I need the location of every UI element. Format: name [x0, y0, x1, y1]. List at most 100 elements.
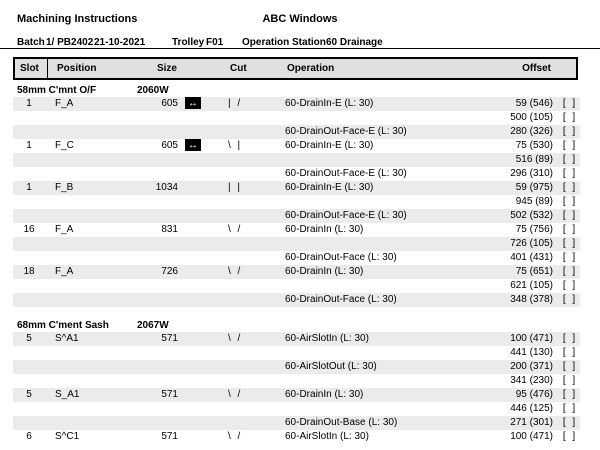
position-cell: S^A1 [55, 333, 79, 344]
slot-cell: 1 [26, 140, 32, 151]
table-row: 516 (89) [ ] [13, 153, 580, 167]
slot-cell: 5 [26, 389, 32, 400]
checkbox-brackets[interactable]: [ ] [562, 294, 576, 305]
checkbox-brackets[interactable]: [ ] [562, 98, 576, 109]
slot-cell: 16 [23, 224, 35, 235]
page-title: Machining Instructions [17, 13, 138, 25]
cut-cell: \ / [228, 266, 242, 277]
table-row: 441 (130) [ ] [13, 346, 580, 360]
table-row: 726 (105) [ ] [13, 237, 580, 251]
table-row: 6 S^C1 571 \ / 60-AirSlotIn (L: 30) 100 (471)… [13, 430, 580, 444]
checkbox-brackets[interactable]: [ ] [562, 168, 576, 179]
position-cell: F_A [55, 98, 74, 109]
checkbox-brackets[interactable]: [ ] [562, 417, 576, 428]
checkbox-brackets[interactable]: [ ] [562, 389, 576, 400]
size-cell: 605 [161, 98, 178, 109]
checkbox-brackets[interactable]: [ ] [562, 196, 576, 207]
offset-cell: 348 (378) [510, 294, 553, 305]
section-name: 58mm C'mnt O/F [17, 85, 97, 96]
cut-cell: \ / [228, 333, 242, 344]
column-header-operation: Operation [287, 63, 335, 74]
slot-column-divider [47, 59, 48, 78]
section-header: 68mm C'ment Sash 2067W [13, 319, 580, 332]
offset-cell: 100 (471) [510, 431, 553, 442]
resize-arrow-icon: ↔ [185, 139, 201, 151]
table-row: 341 (230) [ ] [13, 374, 580, 388]
operation-cell: 60-DrainOut-Face-E (L: 30) [285, 126, 407, 137]
checkbox-brackets[interactable]: [ ] [562, 182, 576, 193]
offset-cell: 441 (130) [510, 347, 553, 358]
checkbox-brackets[interactable]: [ ] [562, 431, 576, 442]
operation-cell: 60-DrainOut-Face (L: 30) [285, 252, 397, 263]
checkbox-brackets[interactable]: [ ] [562, 126, 576, 137]
table-row: 60-AirSlotOut (L: 30) 200 (371) [ ] [13, 360, 580, 374]
table-row: 500 (105) [ ] [13, 111, 580, 125]
checkbox-brackets[interactable]: [ ] [562, 347, 576, 358]
cut-cell: \ / [228, 389, 242, 400]
offset-cell: 341 (230) [510, 375, 553, 386]
checkbox-brackets[interactable]: [ ] [562, 140, 576, 151]
slot-cell: 1 [26, 98, 32, 109]
size-cell: 571 [161, 333, 178, 344]
checkbox-brackets[interactable]: [ ] [562, 210, 576, 221]
size-cell: 571 [161, 389, 178, 400]
resize-arrow-icon: ↔ [185, 97, 201, 109]
table-row: 1 F_C 605 ↔ \ | 60-DrainIn-E (L: 30) 75 (530) [… [13, 139, 580, 153]
checkbox-brackets[interactable]: [ ] [562, 154, 576, 165]
offset-cell: 502 (532) [510, 210, 553, 221]
table-row: 18 F_A 726 \ / 60-DrainIn (L: 30) 75 (651) [ ] [13, 265, 580, 279]
operation-cell: 60-DrainIn-E (L: 30) [285, 140, 374, 151]
section-name: 68mm C'ment Sash [17, 320, 109, 331]
size-cell: 726 [161, 266, 178, 277]
checkbox-brackets[interactable]: [ ] [562, 361, 576, 372]
slot-cell: 18 [23, 266, 35, 277]
slot-cell: 1 [26, 182, 32, 193]
offset-cell: 200 (371) [510, 361, 553, 372]
offset-cell: 59 (546) [515, 98, 553, 109]
size-cell: 831 [161, 224, 178, 235]
slot-cell: 6 [26, 431, 32, 442]
checkbox-brackets[interactable]: [ ] [562, 252, 576, 263]
offset-cell: 726 (105) [510, 238, 553, 249]
column-header-position: Position [57, 63, 97, 74]
offset-cell: 401 (431) [510, 252, 553, 263]
offset-cell: 621 (105) [510, 280, 553, 291]
table-row: 60-DrainOut-Base (L: 30) 271 (301) [ ] [13, 416, 580, 430]
cut-cell: \ | [228, 140, 242, 151]
checkbox-brackets[interactable]: [ ] [562, 403, 576, 414]
offset-cell: 75 (756) [515, 224, 553, 235]
operation-cell: 60-DrainOut-Face-E (L: 30) [285, 168, 407, 179]
offset-cell: 500 (105) [510, 112, 553, 123]
operation-cell: 60-DrainOut-Base (L: 30) [285, 417, 398, 428]
checkbox-brackets[interactable]: [ ] [562, 112, 576, 123]
table-row: 16 F_A 831 \ / 60-DrainIn (L: 30) 75 (756) [ ] [13, 223, 580, 237]
batch-date: 21-10-2021 [94, 37, 146, 48]
checkbox-brackets[interactable]: [ ] [562, 224, 576, 235]
batch-label: Batch [17, 37, 45, 48]
checkbox-brackets[interactable]: [ ] [562, 266, 576, 277]
operation-cell: 60-DrainIn (L: 30) [285, 266, 364, 277]
operation-station-label: Operation Station [242, 37, 326, 48]
table-row: 945 (89) [ ] [13, 195, 580, 209]
operation-cell: 60-DrainOut-Face (L: 30) [285, 294, 397, 305]
operation-cell: 60-AirSlotIn (L: 30) [285, 431, 369, 442]
table-row: 446 (125) [ ] [13, 402, 580, 416]
section-header: 58mm C'mnt O/F 2060W [13, 84, 580, 97]
divider-rule [0, 48, 600, 49]
checkbox-brackets[interactable]: [ ] [562, 375, 576, 386]
operation-cell: 60-DrainIn (L: 30) [285, 389, 364, 400]
checkbox-brackets[interactable]: [ ] [562, 280, 576, 291]
offset-cell: 516 (89) [515, 154, 553, 165]
table-row: 60-DrainOut-Face-E (L: 30) 296 (310) [ ] [13, 167, 580, 181]
column-header-offset: Offset [522, 63, 551, 74]
checkbox-brackets[interactable]: [ ] [562, 333, 576, 344]
column-header-slot: Slot [20, 63, 39, 74]
batch-value: 1/ PB2402 [46, 37, 94, 48]
column-header-size: Size [156, 63, 177, 74]
operation-cell: 60-DrainIn-E (L: 30) [285, 98, 374, 109]
position-cell: F_A [55, 266, 74, 277]
operation-cell: 60-AirSlotOut (L: 30) [285, 361, 377, 372]
checkbox-brackets[interactable]: [ ] [562, 238, 576, 249]
section-code: 2067W [137, 320, 169, 331]
